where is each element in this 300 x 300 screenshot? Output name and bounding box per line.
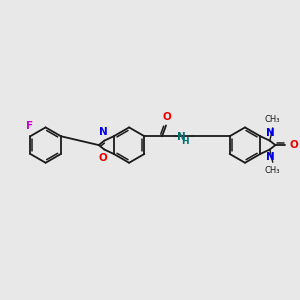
Text: O: O [99,153,108,163]
Text: N: N [177,132,186,142]
Text: O: O [289,140,298,150]
Text: N: N [266,128,275,138]
Text: N: N [266,152,275,163]
Text: H: H [181,137,188,146]
Text: CH₃: CH₃ [265,166,280,175]
Text: F: F [26,121,33,131]
Text: O: O [163,112,171,122]
Text: N: N [99,127,108,137]
Text: CH₃: CH₃ [265,115,280,124]
